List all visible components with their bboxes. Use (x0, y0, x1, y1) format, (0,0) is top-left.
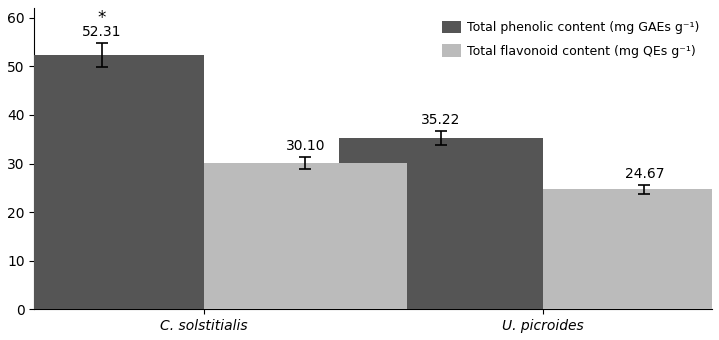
Text: 30.10: 30.10 (285, 139, 325, 153)
Bar (203, 163, 407, 309)
Text: 24.67: 24.67 (625, 167, 664, 181)
Text: 35.22: 35.22 (421, 113, 461, 127)
Text: 52.31: 52.31 (82, 25, 122, 39)
Bar (543, 189, 719, 309)
Text: *: * (98, 10, 106, 28)
Legend: Total phenolic content (mg GAEs g⁻¹), Total flavonoid content (mg QEs g⁻¹): Total phenolic content (mg GAEs g⁻¹), To… (436, 14, 706, 64)
Bar (339, 138, 543, 309)
Bar (1, 55, 203, 309)
